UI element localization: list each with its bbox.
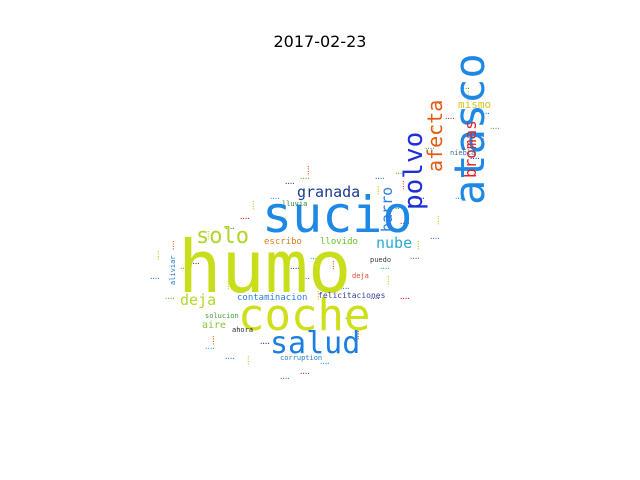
filler-word-mark: •••• [445, 116, 455, 121]
filler-word-mark: •••• [320, 361, 330, 366]
cloud-word: escribo [264, 237, 302, 247]
cloud-word: coche [238, 290, 370, 341]
filler-word-mark: •••• [466, 90, 471, 100]
cloud-word: granada [297, 183, 360, 201]
filler-word-mark: •••• [300, 371, 310, 376]
filler-word-mark: •••• [246, 355, 251, 365]
cloud-word: corruption [280, 354, 322, 362]
filler-word-mark: •••• [156, 250, 161, 260]
filler-word-mark: •••• [345, 316, 355, 321]
filler-word-mark: •••• [400, 296, 410, 301]
cloud-word: deja [180, 291, 216, 309]
filler-word-mark: •••• [225, 226, 235, 231]
filler-word-mark: •••• [401, 180, 406, 190]
cloud-word: nube [376, 234, 412, 252]
cloud-word: mismo [458, 98, 491, 111]
filler-word-mark: •••• [205, 346, 215, 351]
filler-word-mark: •••• [380, 266, 390, 271]
cloud-word: aliviar [169, 255, 177, 285]
filler-word-mark: •••• [331, 260, 336, 270]
filler-word-mark: •••• [280, 376, 290, 381]
filler-word-mark: •••• [470, 156, 480, 161]
filler-word-mark: •••• [395, 171, 405, 176]
filler-word-mark: •••• [300, 176, 310, 181]
filler-word-mark: •••• [355, 316, 365, 321]
filler-word-mark: •••• [206, 230, 211, 240]
filler-word-mark: •••• [171, 240, 176, 250]
cloud-word: felicitaciones [318, 291, 386, 300]
filler-word-mark: •••• [376, 185, 381, 195]
filler-word-mark: •••• [340, 286, 350, 291]
cloud-word: ahora [232, 326, 253, 334]
cloud-word: lluvia [282, 200, 307, 208]
filler-word-mark: •••• [285, 181, 295, 186]
cloud-word: aire [202, 320, 226, 331]
filler-word-mark: •••• [375, 176, 385, 181]
filler-word-mark: •••• [431, 125, 436, 135]
filler-word-mark: •••• [316, 290, 321, 300]
filler-word-mark: •••• [310, 256, 320, 261]
cloud-word: niebla [450, 149, 475, 157]
filler-word-mark: •••• [386, 275, 391, 285]
cloud-word: solucion [205, 312, 239, 320]
filler-word-mark: •••• [370, 296, 380, 301]
cloud-word: deja [352, 272, 369, 280]
filler-word-mark: •••• [190, 261, 200, 266]
cloud-word: puedo [370, 256, 391, 264]
cloud-word: barro [378, 187, 396, 232]
cloud-word: solo [196, 224, 249, 249]
filler-word-mark: •••• [260, 341, 270, 346]
cloud-word: contaminacion [237, 293, 307, 303]
filler-word-mark: •••• [306, 165, 311, 175]
filler-word-mark: •••• [300, 276, 310, 281]
cloud-word: bromas [461, 120, 480, 178]
filler-word-mark: •••• [480, 111, 490, 116]
filler-word-mark: •••• [225, 356, 235, 361]
cloud-word: salud [270, 326, 360, 361]
filler-word-mark: •••• [226, 280, 231, 290]
filler-word-mark: •••• [150, 276, 160, 281]
filler-word-mark: •••• [270, 196, 280, 201]
filler-word-mark: •••• [416, 240, 421, 250]
filler-word-mark: •••• [436, 215, 441, 225]
filler-word-mark: •••• [356, 330, 361, 340]
filler-word-mark: •••• [195, 251, 205, 256]
cloud-word: sucio [262, 186, 413, 244]
filler-word-mark: •••• [250, 306, 260, 311]
filler-word-mark: •••• [290, 266, 300, 271]
cloud-word: llovido [320, 237, 358, 247]
filler-word-mark: •••• [180, 266, 190, 271]
filler-word-mark: •••• [211, 335, 216, 345]
chart-title: 2017-02-23 [273, 32, 367, 51]
cloud-word: polvo [399, 132, 429, 210]
filler-word-mark: •••• [490, 126, 500, 131]
filler-word-mark: •••• [425, 146, 435, 151]
filler-word-mark: •••• [430, 236, 440, 241]
filler-word-mark: •••• [390, 206, 400, 211]
filler-word-mark: •••• [336, 345, 341, 355]
filler-word-mark: •••• [165, 296, 175, 301]
filler-word-mark: •••• [481, 135, 486, 145]
cloud-word: atasco [445, 53, 494, 205]
cloud-word: afecta [423, 100, 447, 172]
filler-word-mark: •••• [415, 196, 425, 201]
filler-word-mark: •••• [455, 196, 465, 201]
cloud-word: humo [178, 225, 351, 309]
filler-word-mark: •••• [460, 86, 470, 91]
filler-word-mark: •••• [400, 221, 410, 226]
filler-word-mark: •••• [251, 200, 256, 210]
filler-word-mark: •••• [240, 216, 250, 221]
filler-word-mark: •••• [410, 256, 420, 261]
